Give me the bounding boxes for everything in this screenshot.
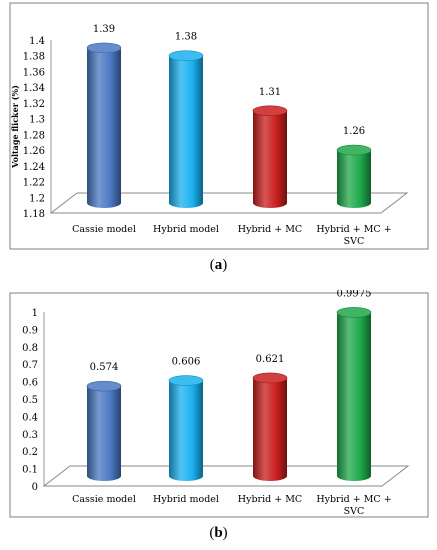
chart-b-data-label-3: 0.9975 bbox=[337, 290, 372, 299]
chart-b-bar-body-1 bbox=[169, 380, 203, 481]
chart-a: 1.18 1.2 1.22 1.24 1.26 1.28 1.3 1.32 1.34 1.36 1.… bbox=[0, 0, 437, 252]
chart-b-data-label-0: 0.574 bbox=[90, 362, 119, 373]
chart-b-ytick-2: 0.2 bbox=[22, 447, 38, 458]
chart-a-bar-body-0 bbox=[87, 47, 121, 209]
chart-b-ytick-1: 0.1 bbox=[22, 465, 38, 476]
chart-a-category-3-line-1: SVC bbox=[344, 236, 365, 247]
chart-b-category-3: Hybrid + MC + bbox=[316, 494, 391, 505]
chart-a-ytick-10: 1.38 bbox=[23, 52, 45, 63]
chart-b-ytick-7: 0.7 bbox=[22, 360, 38, 371]
chart-b-bar-top-1 bbox=[168, 375, 204, 386]
chart-b-data-label-2: 0.621 bbox=[256, 354, 285, 365]
chart-a-ytick-2: 1.22 bbox=[23, 178, 45, 189]
chart-b-bar-0 bbox=[86, 380, 122, 481]
chart-b-bar-body-2 bbox=[253, 377, 287, 481]
caption-a-close: ) bbox=[222, 257, 228, 273]
chart-b-category-3-line-1: SVC bbox=[344, 506, 365, 517]
chart-a-data-label-2: 1.31 bbox=[259, 87, 281, 98]
chart-a-bar-body-1 bbox=[169, 55, 203, 209]
chart-a-category-1: Hybrid model bbox=[153, 224, 219, 235]
caption-b-close: ) bbox=[222, 525, 228, 541]
chart-a-ytick-4: 1.26 bbox=[23, 146, 45, 157]
chart-a-ytick-9: 1.36 bbox=[23, 67, 45, 78]
chart-b-bar-2 bbox=[252, 372, 288, 481]
chart-a-ylabel: Voltage flicker (%) bbox=[10, 85, 20, 169]
chart-b-ytick-3: 0.3 bbox=[22, 430, 38, 441]
chart-a-category-2: Hybrid + MC bbox=[238, 224, 302, 235]
chart-b-category-0: Cassie model bbox=[72, 494, 136, 505]
chart-a-ytick-7: 1.32 bbox=[23, 99, 45, 110]
chart-b: 0 0.1 0.2 0.3 0.4 0.5 0.6 0.7 0.8 0.9 1 0.574 Cassie… bbox=[0, 290, 437, 520]
chart-b-ytick-5: 0.5 bbox=[22, 395, 38, 406]
chart-b-category-2: Hybrid + MC bbox=[238, 494, 302, 505]
chart-a-category-3: Hybrid + MC + bbox=[316, 224, 391, 235]
chart-b-bar-top-2 bbox=[252, 372, 288, 384]
chart-a-bar-top-0 bbox=[86, 42, 122, 54]
chart-a-data-label-3: 1.26 bbox=[343, 126, 365, 137]
chart-b-data-label-1: 0.606 bbox=[172, 357, 201, 368]
chart-a-ytick-5: 1.28 bbox=[23, 130, 45, 141]
chart-b-ytick-10: 1 bbox=[32, 308, 38, 319]
caption-b: (b) bbox=[0, 525, 437, 542]
caption-a-open: ( bbox=[209, 257, 215, 273]
caption-b-letter: b bbox=[214, 525, 223, 541]
chart-a-bar-top-1 bbox=[168, 50, 204, 62]
caption-a: (a) bbox=[0, 257, 437, 274]
chart-b-floor bbox=[42, 465, 410, 487]
chart-a-svg: 1.18 1.2 1.22 1.24 1.26 1.28 1.3 1.32 1.34 1.36 1.… bbox=[9, 2, 429, 250]
chart-a-ytick-6: 1.3 bbox=[29, 115, 45, 126]
chart-a-data-label-0: 1.39 bbox=[93, 24, 115, 35]
chart-a-bar-top-3 bbox=[336, 144, 372, 156]
chart-a-bar-body-3 bbox=[337, 150, 371, 208]
chart-b-bar-top-3 bbox=[336, 307, 372, 318]
chart-a-bar-3 bbox=[336, 144, 372, 208]
chart-b-bar-top-0 bbox=[86, 380, 122, 392]
chart-b-svg: 0 0.1 0.2 0.3 0.4 0.5 0.6 0.7 0.8 0.9 1 0.574 Cassie… bbox=[9, 290, 429, 518]
caption-a-letter: a bbox=[214, 257, 223, 273]
chart-a-ytick-3: 1.24 bbox=[23, 162, 45, 173]
chart-b-bar-body-0 bbox=[87, 386, 121, 481]
chart-a-ytick-8: 1.34 bbox=[23, 83, 45, 94]
chart-b-bar-3 bbox=[336, 307, 372, 481]
chart-b-ytick-4: 0.4 bbox=[22, 412, 38, 423]
caption-b-open: ( bbox=[209, 525, 215, 541]
chart-a-bar-1 bbox=[168, 50, 204, 209]
chart-a-bar-0 bbox=[86, 42, 122, 209]
chart-a-bar-body-2 bbox=[253, 110, 287, 208]
chart-b-ytick-6: 0.6 bbox=[22, 378, 38, 389]
chart-b-bar-body-3 bbox=[337, 312, 371, 481]
chart-a-ytick-1: 1.2 bbox=[29, 193, 45, 204]
chart-a-category-0: Cassie model bbox=[72, 224, 136, 235]
chart-b-ytick-9: 0.9 bbox=[22, 325, 38, 336]
chart-a-ytick-11: 1.4 bbox=[29, 36, 45, 47]
chart-a-data-label-1: 1.38 bbox=[175, 32, 197, 43]
chart-b-ytick-8: 0.8 bbox=[22, 343, 38, 354]
chart-b-ytick-0: 0 bbox=[32, 482, 38, 493]
chart-a-bar-top-2 bbox=[252, 105, 288, 117]
chart-a-floor bbox=[49, 192, 409, 214]
chart-b-bar-1 bbox=[168, 375, 204, 481]
chart-a-ytick-0: 1.18 bbox=[23, 209, 45, 220]
chart-a-bar-2 bbox=[252, 105, 288, 208]
chart-b-category-1: Hybrid model bbox=[153, 494, 219, 505]
